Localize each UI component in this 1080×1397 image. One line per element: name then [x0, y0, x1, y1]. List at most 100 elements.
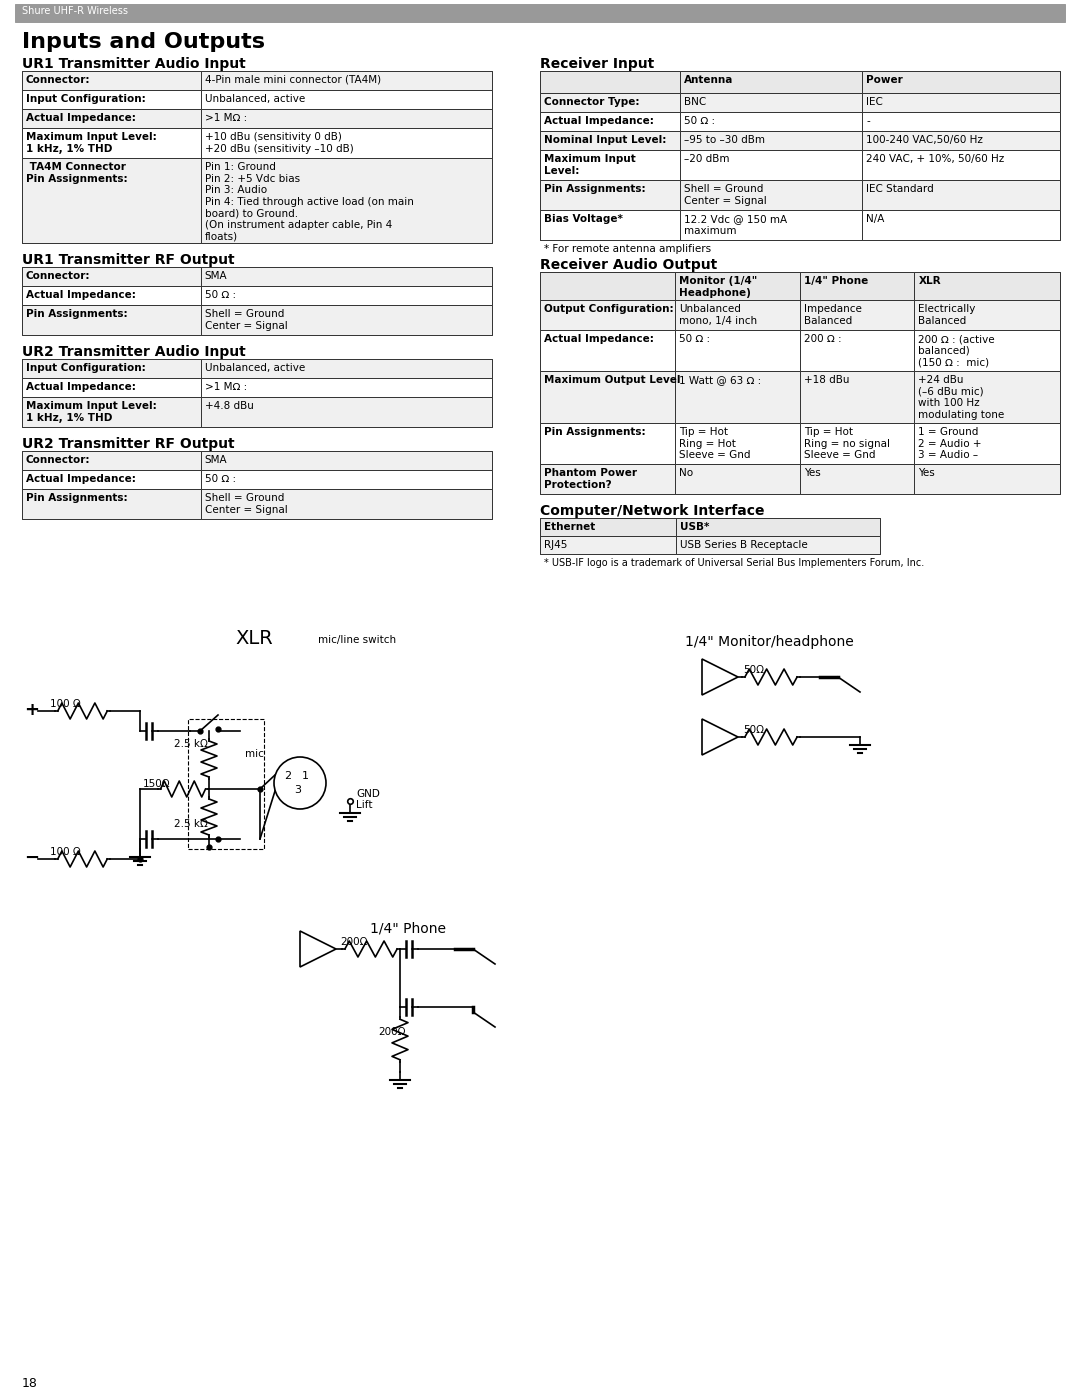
Bar: [22, 469, 201, 489]
Text: 100 Ω: 100 Ω: [50, 847, 81, 856]
Bar: [863, 210, 1059, 240]
Text: Maximum Input Level:
1 kHz, 1% THD: Maximum Input Level: 1 kHz, 1% THD: [26, 131, 157, 154]
Bar: [540, 464, 1059, 495]
Text: Lift: Lift: [356, 800, 373, 810]
Text: Impedance
Balanced: Impedance Balanced: [804, 305, 862, 326]
Text: Nominal Input Level:: Nominal Input Level:: [544, 136, 666, 145]
Bar: [675, 423, 800, 464]
Text: UR2 Transmitter RF Output: UR2 Transmitter RF Output: [22, 437, 234, 451]
Bar: [680, 94, 863, 112]
Bar: [540, 518, 880, 536]
Bar: [201, 71, 492, 89]
Text: +18 dBu: +18 dBu: [804, 374, 850, 386]
Bar: [675, 330, 800, 372]
Text: 2.5 kΩ: 2.5 kΩ: [174, 819, 207, 828]
Bar: [201, 451, 492, 469]
Text: Tip = Hot
Ring = no signal
Sleeve = Gnd: Tip = Hot Ring = no signal Sleeve = Gnd: [804, 427, 890, 460]
Text: Inputs and Outputs: Inputs and Outputs: [22, 32, 265, 52]
Bar: [201, 397, 492, 427]
Bar: [201, 89, 492, 109]
Bar: [675, 372, 800, 423]
Text: 240 VAC, + 10%, 50/60 Hz: 240 VAC, + 10%, 50/60 Hz: [866, 154, 1004, 163]
Bar: [680, 210, 863, 240]
Bar: [22, 305, 492, 335]
Bar: [201, 489, 492, 520]
Text: 50 Ω :: 50 Ω :: [204, 474, 235, 483]
Text: 2.5 kΩ: 2.5 kΩ: [174, 739, 207, 749]
Text: Input Configuration:: Input Configuration:: [26, 363, 146, 373]
Text: Electrically
Balanced: Electrically Balanced: [918, 305, 975, 326]
Text: 12.2 Vdc @ 150 mA
maximum: 12.2 Vdc @ 150 mA maximum: [685, 214, 787, 236]
Bar: [680, 71, 863, 94]
Text: 200 Ω : (active
balanced)
(150 Ω :  mic): 200 Ω : (active balanced) (150 Ω : mic): [918, 334, 995, 367]
Bar: [675, 464, 800, 495]
Text: 1: 1: [302, 771, 309, 781]
Text: 1/4" Monitor/headphone: 1/4" Monitor/headphone: [685, 636, 854, 650]
Bar: [540, 372, 1059, 423]
Bar: [675, 272, 800, 300]
Bar: [540, 71, 1059, 94]
Text: 18: 18: [22, 1377, 38, 1390]
Bar: [915, 372, 1059, 423]
Bar: [676, 536, 880, 555]
Text: Receiver Audio Output: Receiver Audio Output: [540, 258, 717, 272]
Bar: [915, 300, 1059, 330]
Text: Pin Assignments:: Pin Assignments:: [544, 427, 646, 437]
Text: Unbalanced, active: Unbalanced, active: [204, 363, 305, 373]
Bar: [540, 94, 1059, 112]
Bar: [540, 518, 676, 536]
Text: 50Ω: 50Ω: [743, 665, 764, 675]
Bar: [680, 149, 863, 180]
Text: Computer/Network Interface: Computer/Network Interface: [540, 504, 765, 518]
Text: SMA: SMA: [204, 271, 227, 281]
Bar: [22, 469, 492, 489]
Bar: [800, 464, 915, 495]
Text: Shell = Ground
Center = Signal: Shell = Ground Center = Signal: [204, 493, 287, 514]
Bar: [800, 272, 915, 300]
Text: No: No: [679, 468, 693, 478]
Bar: [540, 330, 1059, 372]
Text: 50Ω: 50Ω: [743, 725, 764, 735]
Bar: [22, 109, 201, 129]
Bar: [540, 210, 680, 240]
Text: Tip = Hot
Ring = Hot
Sleeve = Gnd: Tip = Hot Ring = Hot Sleeve = Gnd: [679, 427, 751, 460]
Bar: [201, 158, 492, 243]
Bar: [201, 359, 492, 379]
Text: SMA: SMA: [204, 455, 227, 465]
Bar: [22, 379, 492, 397]
Bar: [540, 94, 680, 112]
Bar: [22, 397, 492, 427]
Bar: [22, 71, 492, 89]
Text: >1 MΩ :: >1 MΩ :: [204, 381, 247, 393]
Text: XLR: XLR: [235, 629, 273, 648]
Text: TA4M Connector
Pin Assignments:: TA4M Connector Pin Assignments:: [26, 162, 127, 183]
Text: 1/4" Phone: 1/4" Phone: [804, 277, 868, 286]
Bar: [540, 180, 1059, 210]
Text: Pin Assignments:: Pin Assignments:: [26, 309, 127, 319]
Bar: [22, 359, 492, 379]
Bar: [540, 131, 680, 149]
Text: 200Ω: 200Ω: [340, 937, 367, 947]
Text: 1 Watt @ 63 Ω :: 1 Watt @ 63 Ω :: [679, 374, 761, 386]
Bar: [863, 149, 1059, 180]
Bar: [800, 372, 915, 423]
Bar: [201, 469, 492, 489]
Text: RJ45: RJ45: [544, 541, 567, 550]
Bar: [22, 89, 201, 109]
Bar: [22, 379, 201, 397]
Bar: [540, 423, 675, 464]
Bar: [915, 272, 1059, 300]
Text: Input Configuration:: Input Configuration:: [26, 94, 146, 103]
Bar: [22, 451, 201, 469]
Text: Connector Type:: Connector Type:: [544, 96, 639, 108]
Bar: [201, 379, 492, 397]
Bar: [201, 109, 492, 129]
Text: Actual Impedance:: Actual Impedance:: [544, 334, 653, 344]
Bar: [800, 300, 915, 330]
Text: Power: Power: [866, 75, 903, 85]
Bar: [540, 272, 1059, 300]
Text: Maximum Input Level:
1 kHz, 1% THD: Maximum Input Level: 1 kHz, 1% THD: [26, 401, 157, 423]
Text: mic/line switch: mic/line switch: [318, 636, 396, 645]
Bar: [540, 112, 1059, 131]
Bar: [915, 330, 1059, 372]
